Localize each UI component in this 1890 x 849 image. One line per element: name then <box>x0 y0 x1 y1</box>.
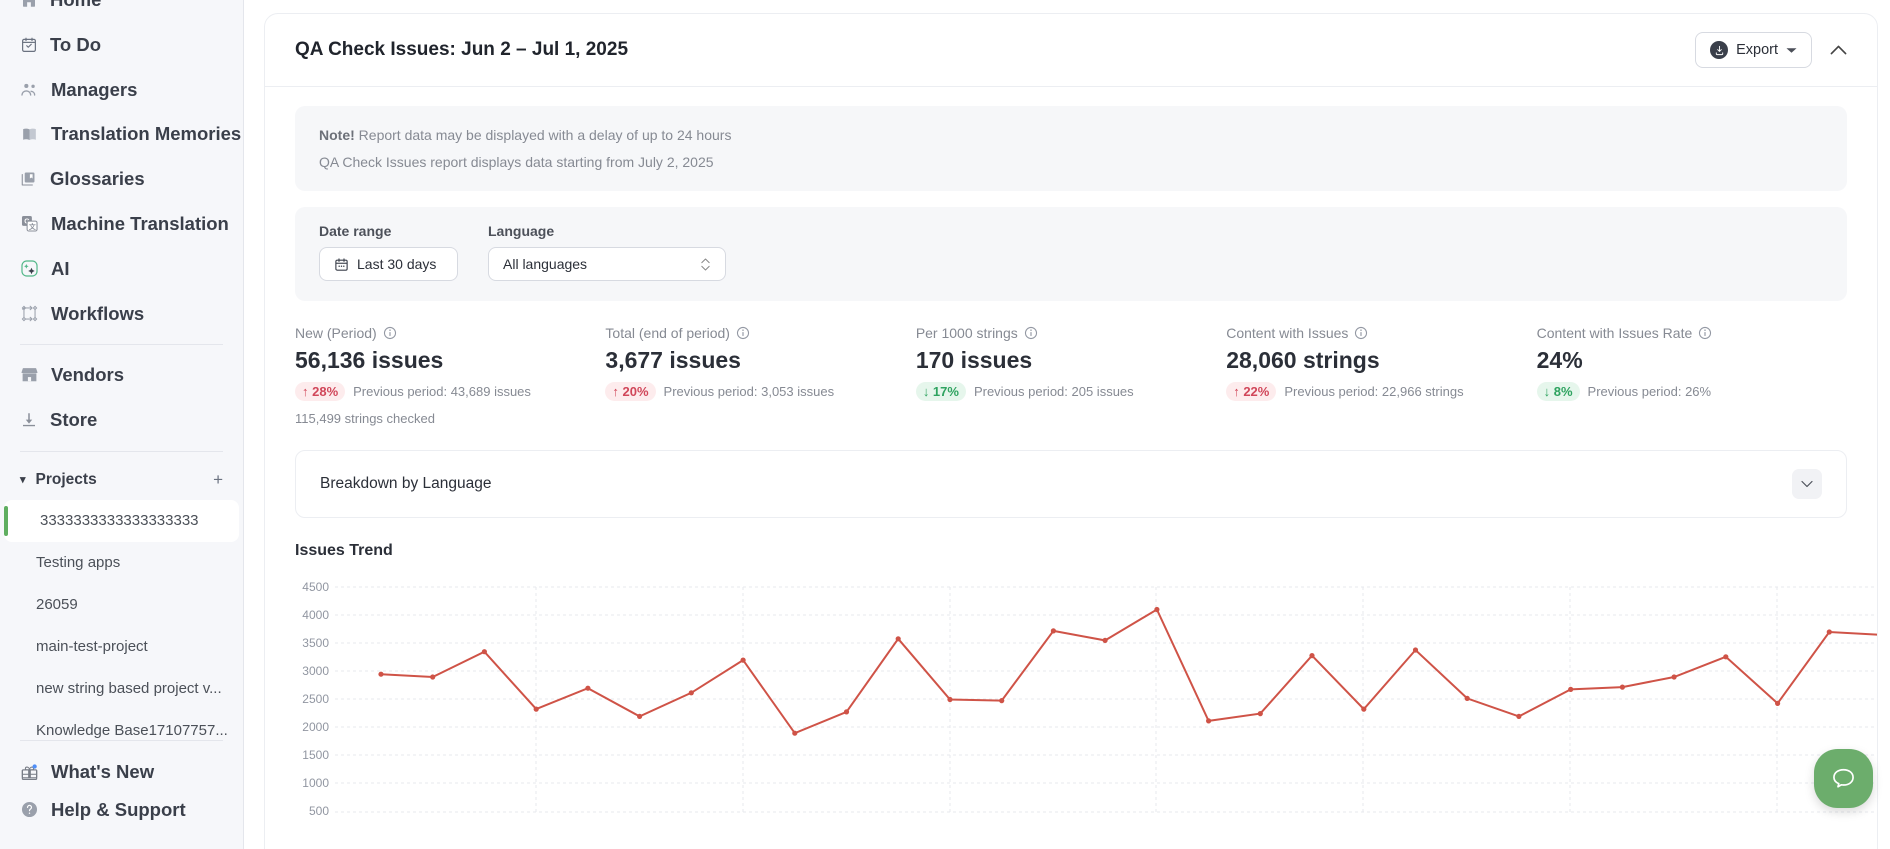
svg-text:4000: 4000 <box>302 608 329 622</box>
svg-text:2500: 2500 <box>302 692 329 706</box>
svg-text:1000: 1000 <box>302 776 329 790</box>
svg-text:文: 文 <box>29 223 36 232</box>
svg-text:4500: 4500 <box>302 580 329 594</box>
svg-text:1500: 1500 <box>302 748 329 762</box>
svg-text:2000: 2000 <box>302 720 329 734</box>
svg-text:3000: 3000 <box>302 664 329 678</box>
svg-text:500: 500 <box>309 804 329 818</box>
svg-text:3500: 3500 <box>302 636 329 650</box>
